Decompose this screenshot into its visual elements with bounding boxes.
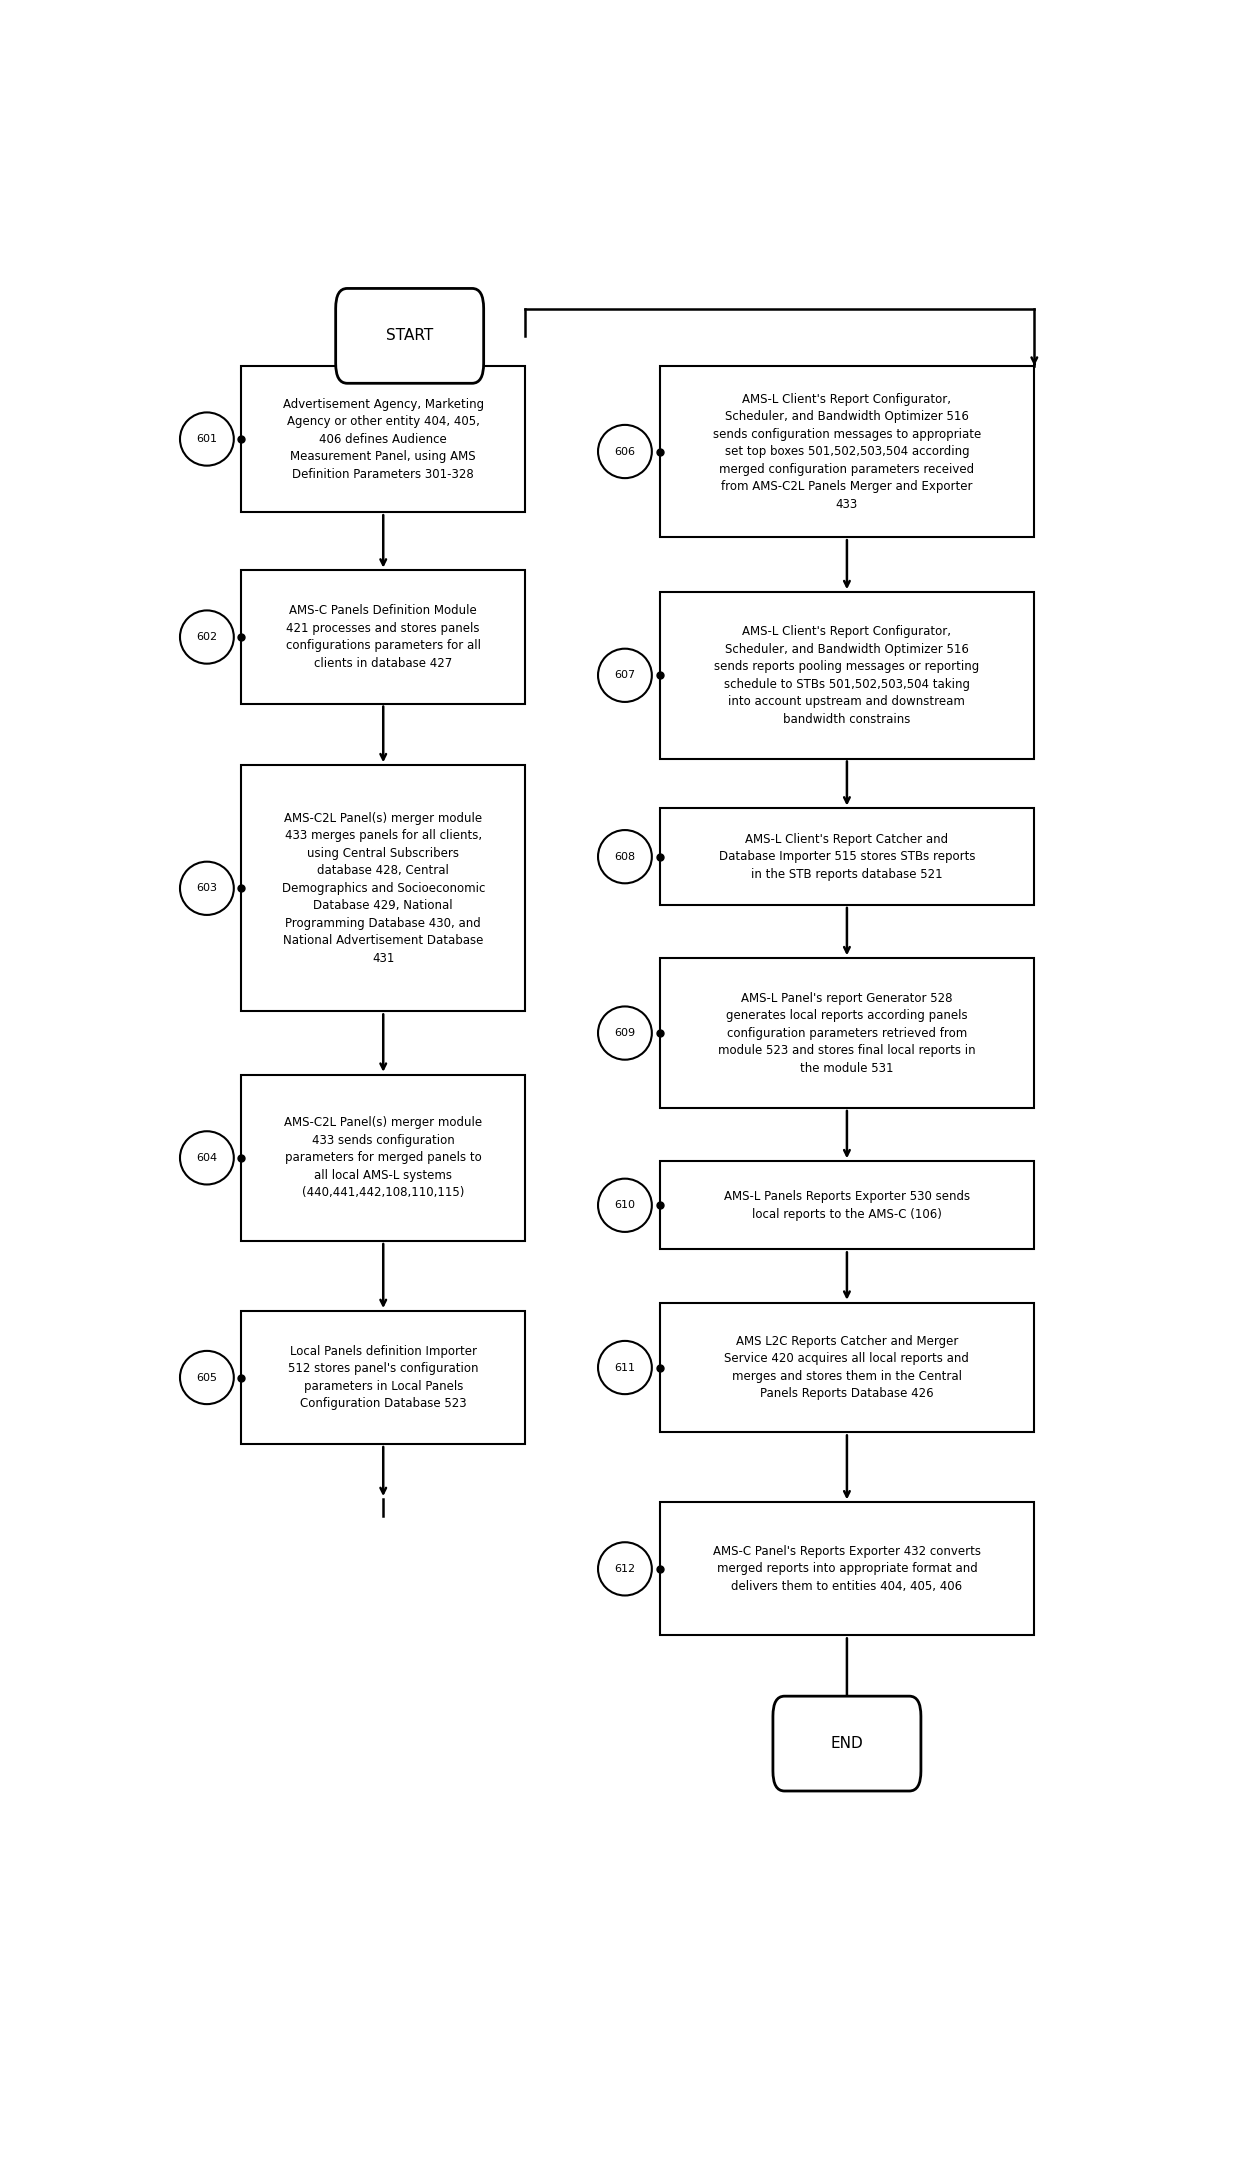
Text: AMS-C2L Panel(s) merger module
433 sends configuration
parameters for merged pan: AMS-C2L Panel(s) merger module 433 sends… — [284, 1117, 482, 1199]
Ellipse shape — [180, 609, 234, 663]
Ellipse shape — [598, 1007, 652, 1059]
Ellipse shape — [598, 426, 652, 478]
Ellipse shape — [598, 1178, 652, 1232]
Ellipse shape — [598, 1543, 652, 1595]
FancyBboxPatch shape — [773, 1696, 921, 1791]
Text: AMS-C Panels Definition Module
421 processes and stores panels
configurations pa: AMS-C Panels Definition Module 421 proce… — [285, 605, 481, 670]
Text: AMS-L Client's Report Configurator,
Scheduler, and Bandwidth Optimizer 516
sends: AMS-L Client's Report Configurator, Sche… — [714, 625, 980, 726]
Text: AMS-L Panels Reports Exporter 530 sends
local reports to the AMS-C (106): AMS-L Panels Reports Exporter 530 sends … — [724, 1191, 970, 1221]
Ellipse shape — [180, 1130, 234, 1184]
Ellipse shape — [598, 1340, 652, 1394]
Text: AMS-C Panel's Reports Exporter 432 converts
merged reports into appropriate form: AMS-C Panel's Reports Exporter 432 conve… — [713, 1545, 981, 1593]
Bar — [660, 1502, 1034, 1636]
Text: 605: 605 — [196, 1372, 217, 1383]
Bar — [660, 808, 1034, 905]
Text: END: END — [831, 1735, 863, 1750]
Text: 608: 608 — [614, 851, 635, 862]
Text: START: START — [386, 328, 433, 344]
Bar — [660, 1303, 1034, 1433]
Text: 604: 604 — [196, 1152, 217, 1163]
Text: AMS L2C Reports Catcher and Merger
Service 420 acquires all local reports and
me: AMS L2C Reports Catcher and Merger Servi… — [724, 1335, 970, 1400]
Bar — [660, 592, 1034, 759]
Text: 603: 603 — [196, 884, 217, 892]
Ellipse shape — [180, 413, 234, 465]
Text: AMS-L Client's Report Catcher and
Database Importer 515 stores STBs reports
in t: AMS-L Client's Report Catcher and Databa… — [719, 832, 975, 882]
Bar — [660, 957, 1034, 1109]
Text: 611: 611 — [615, 1364, 635, 1372]
Bar — [242, 365, 525, 512]
Text: Advertisement Agency, Marketing
Agency or other entity 404, 405,
406 defines Aud: Advertisement Agency, Marketing Agency o… — [283, 398, 484, 480]
Ellipse shape — [598, 648, 652, 702]
Bar — [660, 365, 1034, 538]
Text: 601: 601 — [196, 434, 217, 443]
Text: AMS-L Panel's report Generator 528
generates local reports according panels
conf: AMS-L Panel's report Generator 528 gener… — [718, 992, 976, 1074]
Text: 607: 607 — [614, 670, 635, 681]
Text: 612: 612 — [614, 1565, 635, 1573]
Ellipse shape — [598, 830, 652, 884]
Ellipse shape — [180, 1351, 234, 1405]
Ellipse shape — [180, 862, 234, 914]
Text: 606: 606 — [615, 447, 635, 456]
FancyBboxPatch shape — [336, 287, 484, 382]
Bar — [660, 1160, 1034, 1249]
Text: 610: 610 — [615, 1199, 635, 1210]
Text: AMS-C2L Panel(s) merger module
433 merges panels for all clients,
using Central : AMS-C2L Panel(s) merger module 433 merge… — [281, 813, 485, 964]
Text: 602: 602 — [196, 631, 217, 642]
Bar — [242, 765, 525, 1011]
Text: 609: 609 — [614, 1029, 635, 1037]
Bar — [242, 1074, 525, 1240]
Bar — [242, 571, 525, 704]
Text: Local Panels definition Importer
512 stores panel's configuration
parameters in : Local Panels definition Importer 512 sto… — [288, 1344, 479, 1411]
Bar — [242, 1312, 525, 1444]
Text: AMS-L Client's Report Configurator,
Scheduler, and Bandwidth Optimizer 516
sends: AMS-L Client's Report Configurator, Sche… — [713, 393, 981, 510]
